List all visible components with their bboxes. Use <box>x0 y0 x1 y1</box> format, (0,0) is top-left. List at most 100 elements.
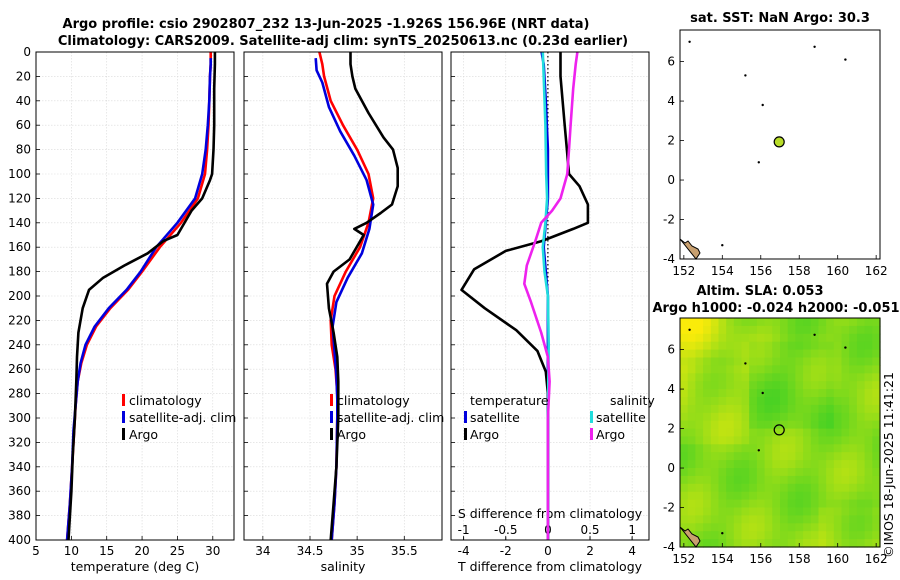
sla-cell <box>849 436 858 445</box>
sla-cell <box>810 468 820 477</box>
sla-cell <box>764 318 773 327</box>
sla-cell <box>780 523 789 532</box>
sla-cell <box>872 436 881 445</box>
sla-cell <box>841 468 850 477</box>
sla-cell <box>687 318 696 327</box>
sla-cell <box>780 389 789 398</box>
sla-cell <box>787 397 796 406</box>
sla-cell <box>749 475 758 485</box>
sla-cell <box>810 452 820 461</box>
sla-cell <box>741 452 750 461</box>
sla-cell <box>741 349 750 359</box>
sla-cell <box>764 365 773 374</box>
sla-cell <box>856 420 866 430</box>
sla-cell <box>718 515 727 524</box>
sla-cell <box>780 491 789 501</box>
sla-cell <box>718 507 727 516</box>
sla-cell <box>803 397 812 406</box>
x-tick-label: 0 <box>544 544 552 558</box>
sla-cell <box>787 373 796 382</box>
sla-cell <box>741 444 750 453</box>
sla-cell <box>710 357 720 366</box>
sla-cell <box>703 491 712 501</box>
series-line-satellite-adj-clim <box>314 58 375 541</box>
x-tick-label: 2 <box>586 544 594 558</box>
sla-cell <box>872 349 881 359</box>
sla-cell <box>872 341 881 351</box>
sla-cell <box>795 365 804 374</box>
sla-cell <box>749 333 758 343</box>
sla-cell <box>795 349 804 359</box>
sla-cell <box>733 444 743 453</box>
sla-cell <box>756 460 766 469</box>
sla-cell <box>764 523 773 532</box>
sla-cell <box>841 389 850 398</box>
sla-cell <box>856 539 866 548</box>
sla-cell <box>849 468 858 477</box>
sla-cell <box>780 412 789 422</box>
sla-cell <box>749 460 758 469</box>
sla-cell <box>726 428 735 438</box>
sla-cell <box>695 515 704 524</box>
sla-cell <box>856 468 866 477</box>
sla-cell <box>772 428 781 438</box>
sla-cell <box>826 349 835 359</box>
sla-cell <box>803 412 812 422</box>
sla-cell <box>872 428 881 438</box>
sla-cell <box>687 475 696 485</box>
sla-cell <box>703 499 712 509</box>
sla-cell <box>741 381 750 390</box>
sla-cell <box>780 318 789 327</box>
sla-map-title: Altim. SLA: 0.053 <box>697 284 824 299</box>
map-x-tick-label: 158 <box>788 552 811 566</box>
sla-cell <box>872 483 881 493</box>
sla-cell <box>718 357 727 366</box>
sla-cell <box>849 412 858 422</box>
x-axis-label: T difference from climatology <box>457 559 643 574</box>
sla-cell <box>803 428 812 438</box>
sla-cell <box>695 357 704 366</box>
sla-cell <box>849 341 858 351</box>
sla-cell <box>818 389 827 398</box>
sla-cell <box>695 333 704 343</box>
sla-cell <box>680 349 689 359</box>
sla-cell <box>795 499 804 509</box>
sla-cell <box>841 325 850 335</box>
island-speck <box>844 58 847 61</box>
sla-cell <box>764 444 773 453</box>
sla-cell <box>764 341 773 351</box>
sla-cell <box>741 397 750 406</box>
sla-cell <box>710 452 720 461</box>
sla-cell <box>818 333 827 343</box>
sla-cell <box>733 365 743 374</box>
sla-cell <box>856 444 866 453</box>
legend-swatch <box>330 428 333 440</box>
sla-cell <box>756 436 766 445</box>
sla-cell <box>818 452 827 461</box>
sla-cell <box>710 349 720 359</box>
sla-cell <box>833 507 843 516</box>
x-axis-label: temperature (deg C) <box>71 559 200 574</box>
sla-cell <box>703 373 712 382</box>
sla-cell <box>749 468 758 477</box>
sla-cell <box>787 523 796 532</box>
sla-cell <box>803 357 812 366</box>
sla-cell <box>787 468 796 477</box>
sla-cell <box>726 468 735 477</box>
sla-cell <box>833 349 843 359</box>
sla-cell <box>749 389 758 398</box>
sla-cell <box>703 349 712 359</box>
sla-cell <box>818 444 827 453</box>
sla-cell <box>772 365 781 374</box>
legend-label: Argo <box>470 427 499 442</box>
sla-cell <box>849 515 858 524</box>
sla-cell <box>849 365 858 374</box>
sla-cell <box>741 515 750 524</box>
sla-cell <box>687 373 696 382</box>
sla-cell <box>818 318 827 327</box>
sla-cell <box>703 444 712 453</box>
sla-cell <box>810 491 820 501</box>
sla-cell <box>810 404 820 414</box>
sla-cell <box>833 333 843 343</box>
island-speck <box>721 532 724 535</box>
